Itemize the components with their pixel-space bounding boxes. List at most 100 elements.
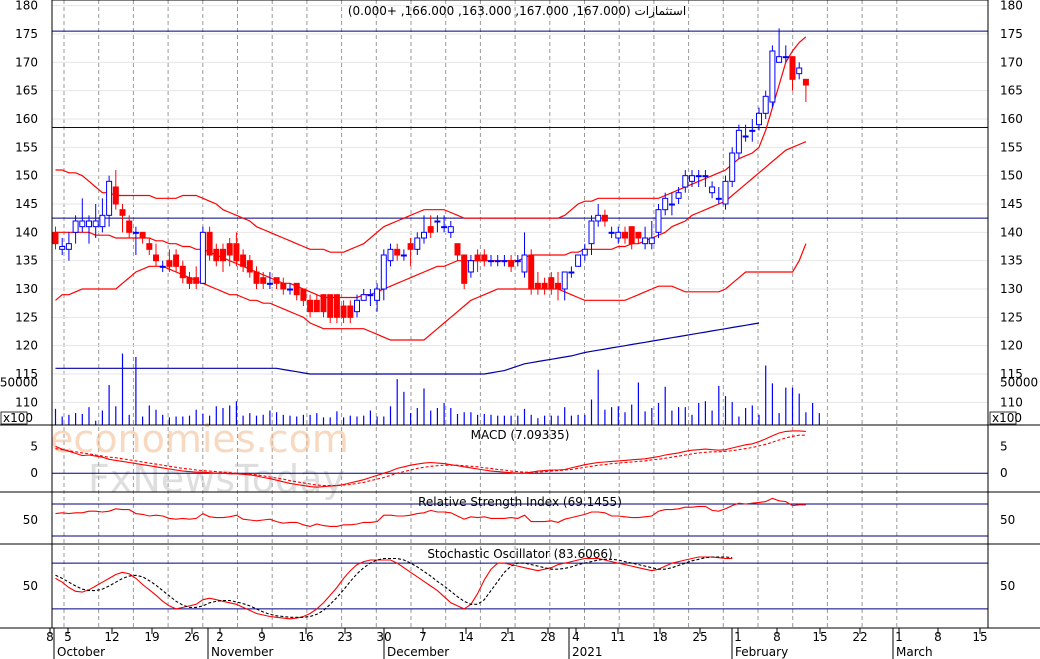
rsi-ytick-right: 50 <box>1000 513 1015 527</box>
rsi-series-line <box>55 497 806 527</box>
price-ytick-right: 120 <box>1000 339 1023 353</box>
price-title: استثمارات (167.000, 167.000, 163.000, 16… <box>348 4 686 19</box>
price-ytick-left: 135 <box>15 254 38 268</box>
unit-box-right <box>989 411 1017 425</box>
candle-body <box>695 175 702 178</box>
candle-body <box>374 288 381 301</box>
macd-series-line <box>55 430 806 488</box>
candle-body <box>59 246 66 250</box>
candle-body <box>213 248 220 262</box>
volume-ytick-left: 50000 <box>0 376 38 390</box>
candle-body <box>153 254 159 262</box>
price-ytick-left: 155 <box>15 140 38 154</box>
x-tick-label: 4 <box>572 630 580 644</box>
candle-body <box>702 175 709 178</box>
bollinger-middle-line <box>55 141 807 299</box>
candle-body <box>722 180 729 205</box>
candle-body <box>253 271 260 284</box>
candle-body <box>648 237 655 245</box>
candle-body <box>313 299 320 313</box>
price-ytick-left: 120 <box>15 339 38 353</box>
x-month-label: October <box>57 645 105 659</box>
volume-unit-right: x100 <box>992 411 1022 425</box>
candle-body <box>166 260 173 267</box>
candle-body <box>327 294 334 318</box>
candle-body <box>715 197 722 200</box>
x-tick-label: 15 <box>812 630 827 644</box>
candle-body <box>139 231 146 239</box>
candle-body <box>467 260 474 273</box>
candle-body <box>106 180 113 216</box>
candle-body <box>179 265 186 279</box>
x-tick-label: 30 <box>376 630 391 644</box>
x-tick-label: 15 <box>972 630 987 644</box>
candle-body <box>226 243 233 256</box>
candle-body <box>762 95 769 114</box>
grid-layer <box>52 0 988 628</box>
candle-body <box>146 243 153 250</box>
x-tick-label: 9 <box>258 630 266 644</box>
candle-body <box>434 220 441 223</box>
candle-body <box>628 226 635 245</box>
candle-body <box>756 112 762 126</box>
candle-body <box>642 237 649 245</box>
candle-body <box>548 277 555 290</box>
candle-body <box>199 231 206 284</box>
price-ytick-right: 160 <box>1000 112 1023 126</box>
candle-body <box>159 265 166 268</box>
rsi-ytick-left: 50 <box>23 513 38 527</box>
candle-body <box>240 254 247 267</box>
candle-body <box>588 220 595 245</box>
price-ytick-right: 180 <box>1000 0 1023 13</box>
x-tick-label: 21 <box>500 630 515 644</box>
candle-body <box>72 220 79 233</box>
price-ytick-right: 140 <box>1000 225 1023 239</box>
macd-title: MACD (7.09335) <box>471 428 570 442</box>
candle-body <box>568 271 575 274</box>
candle-body <box>380 254 387 290</box>
volume-ytick-right: 50000 <box>1000 376 1038 390</box>
price-ytick-left: 170 <box>15 55 38 69</box>
candle-body <box>266 282 273 285</box>
price-ytick-right: 115 <box>1000 367 1023 381</box>
stochastic-title: Stochastic Oscillator (83.6066) <box>427 547 612 561</box>
x-tick-label: 26 <box>184 630 199 644</box>
x-tick-label: 8 <box>934 630 942 644</box>
candle-body <box>333 294 340 318</box>
x-tick-label: 19 <box>144 630 159 644</box>
candle-body <box>246 260 253 273</box>
candle-body <box>689 175 695 182</box>
x-month-label: November <box>211 645 273 659</box>
candle-body <box>776 56 783 63</box>
x-tick-label: 11 <box>610 630 625 644</box>
rsi-title: Relative Strength Index (69.1455) <box>418 495 622 509</box>
x-tick-label: 1 <box>895 630 903 644</box>
candle-body <box>367 294 374 297</box>
candle-body <box>407 243 414 250</box>
candle-body <box>789 56 796 80</box>
candle-body <box>635 231 642 239</box>
watermark-brand-top: economies.com <box>50 417 349 461</box>
candle-body <box>287 288 293 291</box>
price-ytick-left: 160 <box>15 112 38 126</box>
x-tick-label: 8 <box>773 630 781 644</box>
candle-body <box>461 254 468 284</box>
candle-body <box>595 214 602 222</box>
price-ytick-right: 135 <box>1000 254 1023 268</box>
macd-ytick-left: 5 <box>30 439 38 453</box>
candle-body <box>749 129 756 132</box>
candle-body <box>735 129 742 154</box>
stochastic-ytick-right: 50 <box>1000 579 1015 593</box>
candle-body <box>622 231 628 239</box>
candle-body <box>206 231 213 256</box>
candle-body <box>474 254 481 262</box>
candle-body <box>581 248 588 256</box>
candle-body <box>65 243 72 250</box>
candle-body <box>421 231 427 239</box>
x-month-label: February <box>735 645 788 659</box>
candle-body <box>99 214 106 228</box>
x-month-label: December <box>387 645 449 659</box>
candle-body <box>340 305 347 318</box>
